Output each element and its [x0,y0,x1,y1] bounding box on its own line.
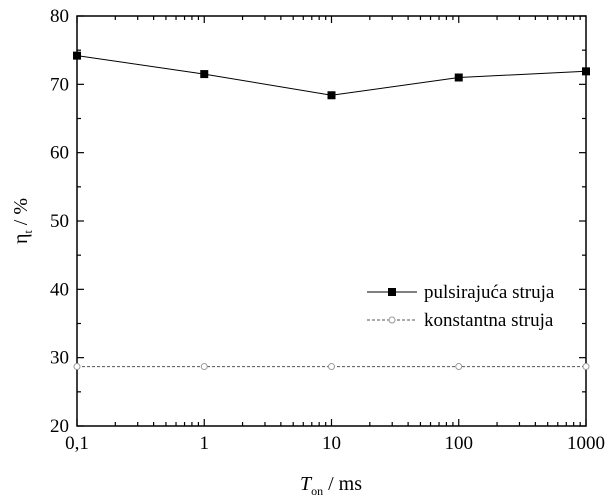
series-markers [73,51,590,371]
x-axis-title-sub: on [311,484,323,498]
y-tick-label: 60 [50,143,69,164]
y-axis-title-main: η [10,234,32,244]
legend-marker-1 [388,288,396,296]
y-axis-title-sub: t [21,230,35,234]
y-axis-title-suffix: / % [10,198,32,230]
y-tick-label: 70 [50,74,69,95]
point-marker [73,51,81,60]
x-tick-label: 0,1 [65,433,89,454]
x-axis-title: Ton / ms [300,473,362,498]
y-tick-label: 50 [50,211,69,232]
axis-ticks [76,15,587,427]
tick-labels: 20 30 40 50 60 70 80 0,1 1 10 100 1000 [50,6,605,454]
point-marker [200,363,208,371]
x-tick-label: 1000 [567,433,605,454]
point-marker [455,363,463,371]
x-axis-title-main: T [300,473,313,495]
x-tick-label: 100 [445,433,474,454]
legend-marker-2 [388,316,396,324]
point-marker [327,91,336,100]
point-marker [73,363,81,371]
y-tick-label: 20 [50,416,69,437]
point-marker [328,363,335,371]
y-tick-label: 80 [50,6,69,27]
point-marker [582,363,590,371]
y-tick-label: 30 [50,348,69,369]
point-marker [582,67,590,76]
series-line-1 [76,55,587,96]
x-tick-label: 1 [200,433,210,454]
x-axis-title-suffix: / ms [323,473,362,495]
legend-label-1: pulsirajuća struja [424,282,555,303]
y-tick-label: 40 [50,279,69,300]
x-tick-label: 10 [322,433,341,454]
legend: pulsirajuća struja konstantna struja [367,282,555,331]
point-marker [200,70,209,79]
y-axis-title: ηt / % [10,198,35,244]
legend-label-2: konstantna struja [424,310,554,331]
point-marker [454,73,463,82]
